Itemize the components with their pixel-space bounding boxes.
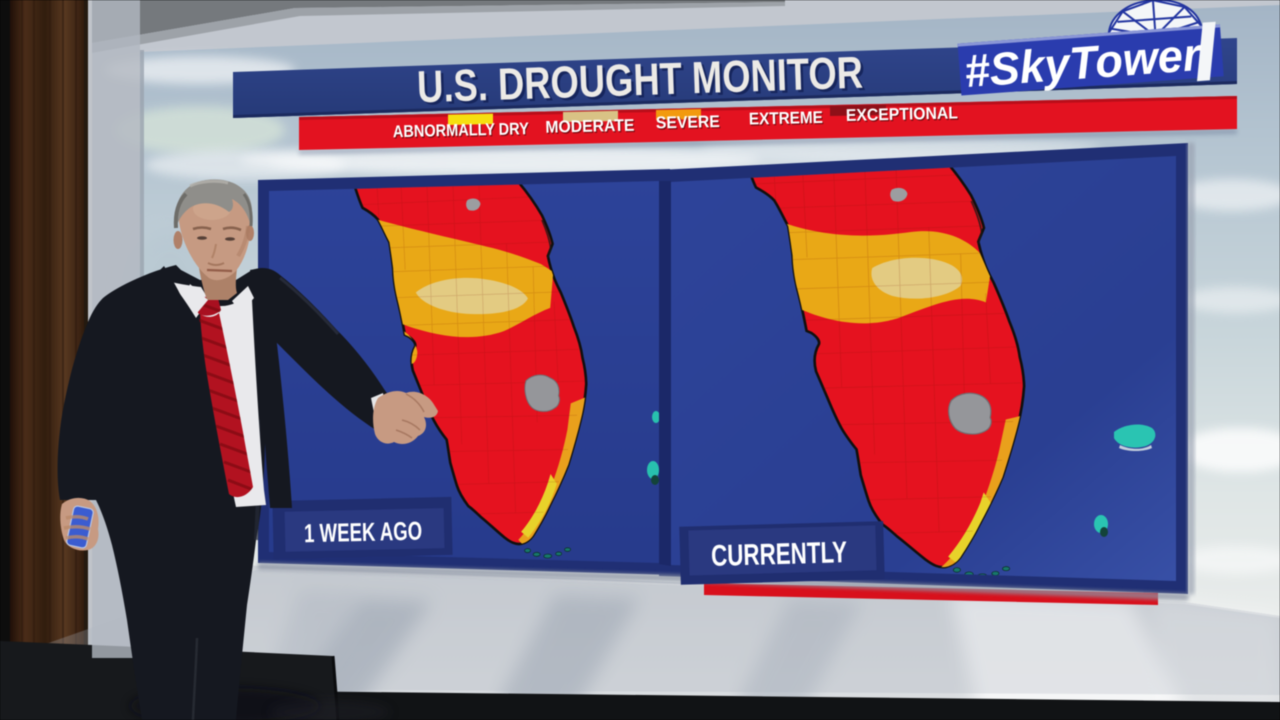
svg-text:MODERATE: MODERATE [546,117,635,138]
svg-text:EXCEPTIONAL: EXCEPTIONAL [847,105,959,127]
svg-text:SEVERE: SEVERE [656,112,720,132]
svg-text:EXTREME: EXTREME [750,109,824,130]
svg-text:EXCEPTIONAL: EXCEPTIONAL [846,103,958,125]
svg-text:ABNORMALLY DRY: ABNORMALLY DRY [394,120,531,142]
svg-text:EXTREME: EXTREME [749,108,823,129]
svg-text:CURRENTLY: CURRENTLY [711,536,848,573]
svg-text:ABNORMALLY DRY: ABNORMALLY DRY [393,119,530,141]
svg-text:MODERATE: MODERATE [545,116,634,137]
svg-text:SEVERE: SEVERE [657,113,721,133]
svg-text:1 WEEK AGO: 1 WEEK AGO [304,516,423,549]
